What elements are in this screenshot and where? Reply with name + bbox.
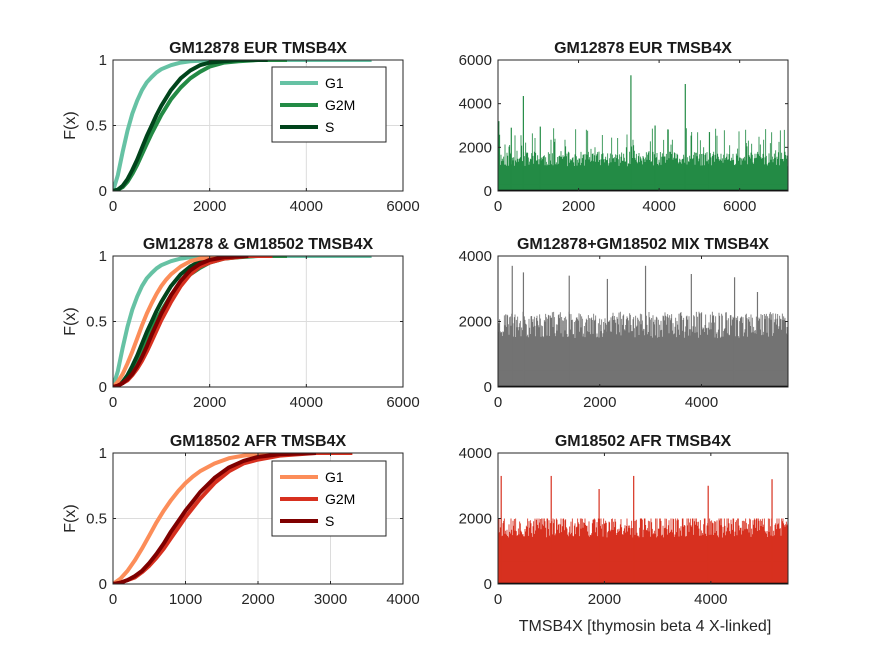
x-tick-label: 0 (494, 591, 502, 608)
y-axis-label: F(x) (62, 307, 79, 335)
y-tick-label: 2000 (459, 139, 492, 156)
y-tick-label: 0.5 (86, 118, 107, 135)
expression-base-band (498, 370, 788, 387)
y-tick-label: 0 (484, 183, 492, 200)
y-tick-label: 1 (99, 52, 107, 69)
chart-title: GM18502 AFR TMSB4X (170, 433, 347, 450)
y-tick-label: 0 (99, 183, 107, 200)
chart-title: GM18502 AFR TMSB4X (555, 433, 732, 450)
y-tick-label: 0.5 (86, 314, 107, 331)
y-tick-label: 6000 (459, 52, 492, 69)
data-layer (113, 453, 353, 584)
cdf-line-g1 (113, 453, 353, 584)
x-tick-label: 4000 (290, 198, 323, 215)
chart-title: GM12878 EUR TMSB4X (554, 40, 732, 57)
y-tick-label: 0 (99, 379, 107, 396)
legend: G1 G2M S (271, 66, 387, 143)
chart-panel-2: 0 2000 4000 6000 0 2000 4000 6000 GM12878 EUR TM… (459, 40, 789, 215)
chart-title: GM12878 EUR TMSB4X (169, 40, 347, 57)
y-tick-label: 0.5 (86, 511, 107, 528)
chart-panel-5: 0 1000 2000 3000 4000 0 0.5 1 GM18502 AFR TMSB4X… (62, 433, 420, 608)
x-tick-label: 0 (494, 394, 502, 411)
chart-panel-4: 0 2000 4000 0 2000 4000 GM12878+GM18502 MIX TM… (459, 236, 789, 411)
y-tick-label: 2000 (459, 511, 492, 528)
y-axis-label: F(x) (62, 504, 79, 532)
x-tick-label: 0 (109, 591, 117, 608)
x-tick-label: 2000 (583, 394, 616, 411)
x-tick-label: 1000 (169, 591, 202, 608)
legend: G1 G2M S (271, 460, 387, 537)
x-tick-label: 0 (109, 394, 117, 411)
y-tick-label: 4000 (459, 248, 492, 265)
legend-label-g2m: G2M (325, 97, 355, 113)
chart-panel-6: 0 2000 4000 0 2000 4000 GM18502 AFR TMSB4X TMSB… (459, 433, 789, 635)
y-tick-label: 4000 (459, 96, 492, 113)
legend-label-g1: G1 (325, 75, 344, 91)
x-tick-label: 4000 (642, 198, 675, 215)
y-tick-label: 0 (99, 576, 107, 593)
chart-panel-3: 0 2000 4000 6000 0 0.5 1 GM12878 & GM18502 TMSB… (62, 236, 420, 411)
x-tick-label: 6000 (386, 394, 419, 411)
x-tick-label: 4000 (685, 394, 718, 411)
x-axis-label: TMSB4X [thymosin beta 4 X-linked] (519, 618, 772, 635)
x-tick-label: 2000 (193, 198, 226, 215)
cdf-line-s-afr- (113, 256, 249, 387)
x-tick-label: 0 (494, 198, 502, 215)
chart-title: GM12878 & GM18502 TMSB4X (143, 236, 374, 253)
chart-title: GM12878+GM18502 MIX TMSB4X (517, 236, 769, 253)
legend-label-g1: G1 (325, 469, 344, 485)
y-tick-label: 4000 (459, 445, 492, 462)
chart-panel-1: 0 2000 4000 6000 0 0.5 1 GM12878 EUR TMSB4X F(x)… (62, 40, 420, 215)
y-tick-label: 2000 (459, 314, 492, 331)
x-tick-label: 4000 (386, 591, 419, 608)
x-tick-label: 3000 (314, 591, 347, 608)
x-tick-label: 6000 (386, 198, 419, 215)
x-tick-label: 2000 (241, 591, 274, 608)
y-tick-label: 0 (484, 576, 492, 593)
x-tick-label: 2000 (588, 591, 621, 608)
cdf-line-s (113, 453, 317, 584)
x-tick-label: 2000 (562, 198, 595, 215)
legend-label-g2m: G2M (325, 491, 355, 507)
y-tick-label: 1 (99, 248, 107, 265)
x-tick-label: 6000 (723, 198, 756, 215)
legend-label-s: S (325, 119, 334, 135)
x-tick-label: 2000 (193, 394, 226, 411)
x-tick-label: 4000 (694, 591, 727, 608)
axes-box (497, 59, 789, 192)
y-tick-label: 1 (99, 445, 107, 462)
expression-base-band (498, 184, 788, 191)
cdf-line-g1-afr- (113, 256, 273, 387)
y-tick-label: 0 (484, 379, 492, 396)
legend-label-s: S (325, 513, 334, 529)
expression-base-band (498, 561, 788, 584)
x-tick-label: 0 (109, 198, 117, 215)
y-axis-label: F(x) (62, 111, 79, 139)
x-tick-label: 4000 (290, 394, 323, 411)
